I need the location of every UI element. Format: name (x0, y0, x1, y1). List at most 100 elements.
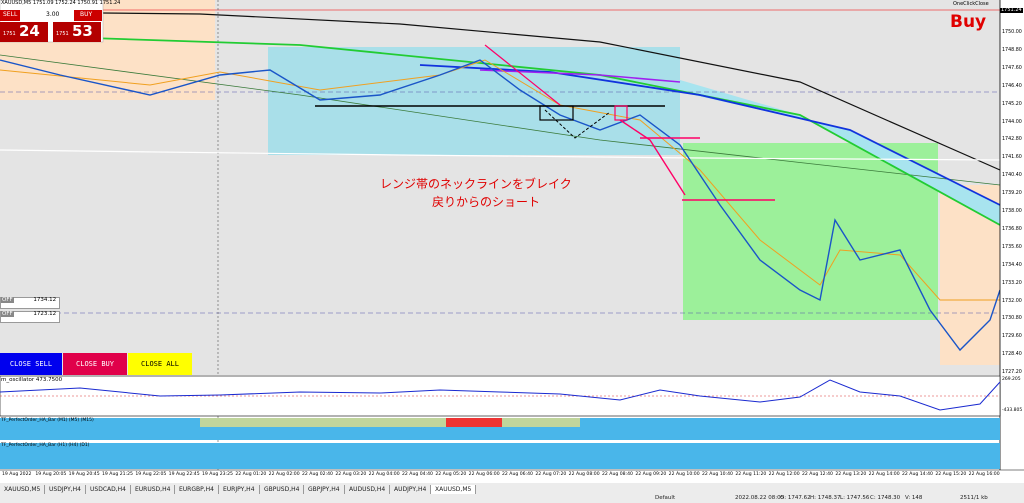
status-item: 2511/1 kb (960, 495, 988, 501)
chart-tab[interactable]: XAUUSD,M5 (0, 485, 46, 494)
price-label: 1744.00 (1002, 119, 1022, 125)
price-label: 1735.60 (1002, 244, 1022, 250)
chart-tab[interactable]: AUDUSD,H4 (345, 485, 391, 494)
arrow-path (544, 109, 611, 139)
time-label: 19 Aug 22:05 (135, 472, 167, 477)
time-label: 22 Aug 06:40 (502, 472, 533, 477)
price-label: 1738.00 (1002, 209, 1022, 214)
sell-button[interactable] (0, 10, 20, 21)
time-label: 22 Aug 07:20 (535, 472, 567, 477)
arrow-path (619, 119, 686, 196)
time-label: 22 Aug 02:00 (268, 472, 300, 477)
buy-price-box[interactable] (53, 22, 101, 42)
buy-label[interactable]: BUY (80, 11, 93, 18)
price-label: 1746.40 (1002, 83, 1022, 89)
price-label: 1729.60 (1002, 334, 1022, 340)
price-label: 1730.80 (1002, 316, 1022, 322)
osc-max: 269.205 (1002, 377, 1021, 382)
price-label: 1727.20 (1002, 370, 1022, 376)
status-item: L: 1747.56 (840, 495, 870, 501)
ma-purple (479, 69, 681, 83)
chart-tab[interactable]: USDCAD,H4 (86, 485, 131, 494)
indicator-title: TF_PerfectOrder_HA_Bar (H1) (H4) (D1) (1, 443, 90, 448)
price-label: 1736.80 (1002, 226, 1022, 232)
ma-black (0, 11, 1001, 171)
box-mark (539, 105, 574, 121)
chart-tab[interactable]: EURUSD,H4 (131, 485, 176, 494)
one-click-close[interactable]: OneClickClose (953, 1, 989, 7)
ma-band (680, 80, 1000, 225)
close-buy[interactable]: CLOSE BUY (63, 353, 127, 375)
time-label: 22 Aug 16:00 (968, 472, 1000, 477)
range-box (268, 47, 680, 155)
time-label: 22 Aug 10:40 (702, 472, 733, 477)
price-label: 1742.80 (1002, 137, 1022, 143)
annotation: 戻りからのショート (432, 195, 541, 209)
lots[interactable]: 3.00 (46, 11, 60, 18)
chart-tab[interactable]: GBPJPY,H4 (304, 485, 345, 494)
price-label: 1740.40 (1002, 173, 1022, 179)
time-label: 22 Aug 13:20 (835, 472, 867, 477)
chart-tab[interactable]: USDJPY,H4 (45, 485, 86, 494)
side-field[interactable]: OFF 1723.12 (0, 311, 60, 323)
time-label: 22 Aug 06:00 (468, 472, 500, 477)
time-label: 19 Aug 23:25 (202, 472, 233, 477)
osc-line (0, 379, 1001, 411)
price-label: 1747.60 (1002, 65, 1022, 71)
ha-bar-pane (0, 443, 1000, 469)
price-path (0, 59, 1001, 352)
price-label: 1739.20 (1002, 191, 1022, 197)
ha-yellow (200, 418, 580, 427)
time-label: 22 Aug 10:00 (668, 472, 700, 477)
price-label: 1741.60 (1002, 155, 1022, 161)
price-label: 1748.80 (1002, 47, 1022, 53)
time-label: 22 Aug 08:40 (602, 472, 633, 477)
bottom-bar (0, 483, 1024, 503)
time-label: 22 Aug 09:20 (635, 472, 667, 477)
price-label: 1750.00 (1002, 30, 1022, 35)
price-label: 1728.40 (1002, 352, 1022, 358)
price-small: 1751 (3, 31, 16, 37)
status-item: Default (655, 495, 676, 501)
price-big: 53 (72, 22, 93, 40)
price-small: 1751 (56, 31, 69, 37)
time-label: 22 Aug 04:40 (402, 472, 433, 477)
time-label: 22 Aug 02:40 (302, 472, 333, 477)
chart-tab[interactable]: EURGBP,H4 (175, 485, 219, 494)
side-value: 1734.12 (33, 297, 57, 303)
price-label: 1732.00 (1002, 298, 1022, 304)
time-label: 19 Aug 2022 (2, 472, 32, 477)
side-value: 1723.12 (33, 311, 57, 317)
time-label: 22 Aug 14:00 (868, 472, 900, 477)
current-price: 1751.24 (1000, 7, 1023, 13)
buy-button[interactable] (74, 10, 102, 21)
chart-tab[interactable]: AUDJPY,H4 (390, 485, 432, 494)
chart-tab[interactable]: XAUUSD,M5 (431, 485, 477, 494)
price-label: 1733.20 (1002, 280, 1022, 286)
ma-white (0, 149, 1001, 161)
status-item: O: 1747.62 (780, 495, 811, 501)
arrow-path (484, 44, 561, 106)
chart-tab[interactable]: GBPUSD,H4 (260, 485, 305, 494)
status-item: H: 1748.37 (810, 495, 841, 501)
price-label: 1734.40 (1002, 262, 1022, 268)
time-label: 22 Aug 04:00 (368, 472, 400, 477)
signal: Buy (950, 12, 987, 32)
close-sell[interactable]: CLOSE SELL (0, 353, 62, 375)
sell-label[interactable]: SELL (3, 11, 18, 18)
osc-title: m_oscillator 473.7500 (1, 377, 63, 383)
status-item: V: 148 (905, 495, 923, 501)
sell-price-box[interactable] (0, 22, 48, 42)
chart-tab[interactable]: EURJPY,H4 (219, 485, 260, 494)
ma-orange (0, 59, 1000, 301)
price-label: 1745.20 (1002, 101, 1022, 107)
time-label: 22 Aug 15:20 (935, 472, 967, 477)
ha-red (446, 418, 502, 427)
side-field[interactable]: OFF 1734.12 (0, 297, 60, 309)
close-all[interactable]: CLOSE ALL (128, 353, 192, 375)
time-label: 22 Aug 11:20 (735, 472, 767, 477)
ma-blue (419, 64, 1001, 206)
short-box (683, 143, 938, 320)
